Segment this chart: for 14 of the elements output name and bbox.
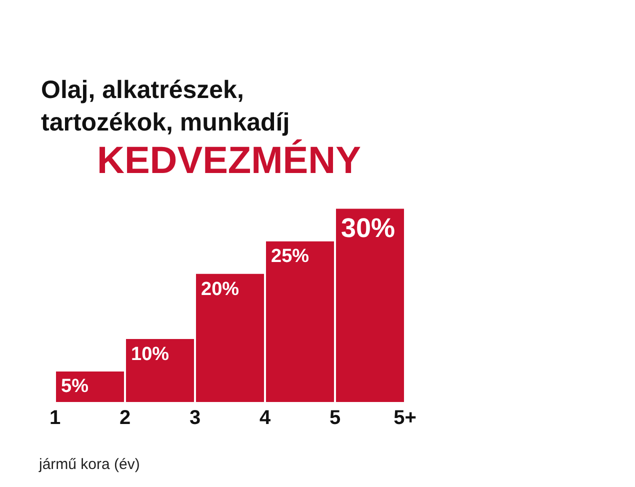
x-axis-title: jármű kora (év) (38, 456, 140, 473)
data-label: 20% (201, 279, 240, 300)
data-label: 10% (131, 344, 170, 365)
x-tick-label: 1 (49, 407, 61, 429)
chart-title: Olaj, alkatrészek, tartozékok, munkadíj (41, 76, 290, 136)
data-label: 5% (61, 376, 89, 397)
data-label: 25% (271, 246, 310, 267)
x-tick-label: 5+ (394, 407, 416, 429)
x-tick-label: 3 (189, 407, 201, 429)
chart-subtitle: KEDVEZMÉNY (97, 139, 361, 182)
x-tick-label: 2 (119, 407, 131, 429)
data-label: 30% (341, 213, 396, 243)
x-tick-label: 5 (329, 407, 341, 429)
x-tick-label: 4 (259, 407, 272, 429)
